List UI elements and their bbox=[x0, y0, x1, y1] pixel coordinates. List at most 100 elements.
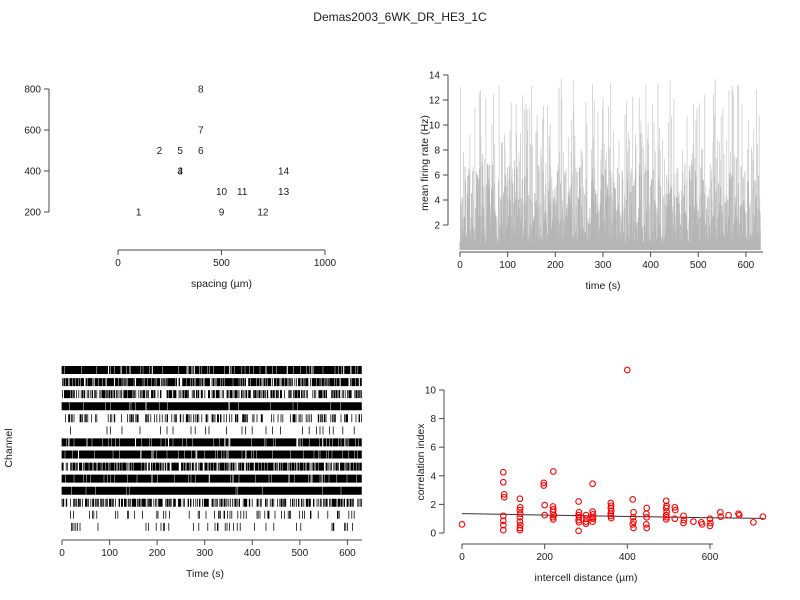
svg-text:time (s): time (s) bbox=[586, 280, 621, 292]
data-point bbox=[716, 508, 724, 516]
svg-text:500: 500 bbox=[690, 260, 707, 271]
data-point bbox=[629, 521, 637, 528]
panel-mean-firing-rate: 2 4 6 8 10 12 14 0 100 200 300 400 500 600 time (s) mea… bbox=[419, 71, 763, 292]
svg-text:0: 0 bbox=[59, 548, 65, 559]
svg-text:14: 14 bbox=[278, 167, 290, 178]
svg-text:4: 4 bbox=[430, 471, 436, 482]
data-point bbox=[541, 501, 549, 509]
svg-text:600: 600 bbox=[702, 552, 719, 563]
data-point bbox=[589, 511, 597, 518]
raster-row bbox=[61, 402, 362, 411]
data-point bbox=[516, 503, 524, 511]
svg-text:6: 6 bbox=[430, 443, 436, 454]
svg-text:7: 7 bbox=[198, 126, 204, 137]
data-point bbox=[643, 513, 651, 521]
data-point bbox=[629, 513, 637, 521]
data-point bbox=[575, 527, 582, 535]
data-point bbox=[540, 482, 548, 489]
data-point bbox=[759, 513, 767, 520]
raster-row bbox=[62, 378, 362, 387]
svg-text:0: 0 bbox=[459, 552, 465, 563]
data-point bbox=[516, 518, 524, 525]
svg-text:0: 0 bbox=[430, 529, 436, 540]
raster-row bbox=[61, 438, 362, 447]
svg-text:5: 5 bbox=[177, 146, 183, 157]
data-point bbox=[516, 510, 524, 518]
svg-text:14: 14 bbox=[429, 71, 441, 82]
svg-text:0: 0 bbox=[115, 258, 121, 269]
data-point bbox=[499, 478, 507, 486]
raster-row bbox=[61, 366, 362, 374]
data-point bbox=[750, 518, 757, 526]
raster-row bbox=[70, 426, 355, 435]
svg-text:10: 10 bbox=[429, 121, 441, 132]
figure-title: Demas2003_6WK_DR_HE3_1C bbox=[313, 10, 487, 24]
panel-correlation-index: 0 2 4 6 8 10 0 200 400 600 intercell distance (µm)… bbox=[415, 366, 767, 584]
svg-text:0: 0 bbox=[457, 260, 463, 271]
svg-text:300: 300 bbox=[196, 548, 213, 559]
data-point bbox=[540, 479, 548, 487]
data-point bbox=[707, 519, 714, 527]
svg-text:600: 600 bbox=[339, 548, 356, 559]
svg-text:Channel: Channel bbox=[3, 428, 15, 467]
svg-text:500: 500 bbox=[213, 258, 230, 269]
data-point bbox=[671, 515, 679, 523]
svg-text:8: 8 bbox=[198, 85, 204, 96]
data-point bbox=[575, 513, 583, 521]
svg-text:400: 400 bbox=[24, 167, 41, 178]
data-point bbox=[706, 522, 714, 530]
svg-text:13: 13 bbox=[278, 187, 290, 198]
svg-text:800: 800 bbox=[24, 85, 41, 96]
raster-row bbox=[61, 486, 362, 495]
panel-spike-raster: 0 100 200 300 400 500 600 Time (s) Channel bbox=[3, 366, 362, 580]
data-point bbox=[630, 524, 637, 532]
svg-text:4: 4 bbox=[177, 167, 183, 178]
data-point bbox=[680, 512, 687, 520]
data-point bbox=[717, 513, 725, 520]
data-point bbox=[698, 521, 706, 528]
svg-text:8: 8 bbox=[434, 146, 440, 157]
svg-text:12: 12 bbox=[257, 208, 269, 219]
data-point bbox=[690, 518, 697, 525]
svg-text:6: 6 bbox=[198, 146, 204, 157]
data-point bbox=[607, 514, 615, 522]
svg-text:200: 200 bbox=[24, 208, 41, 219]
svg-text:2: 2 bbox=[430, 500, 436, 511]
svg-text:400: 400 bbox=[244, 548, 261, 559]
raster-row bbox=[61, 498, 362, 507]
svg-text:1000: 1000 bbox=[314, 258, 337, 269]
svg-text:200: 200 bbox=[149, 548, 166, 559]
data-point bbox=[499, 517, 507, 525]
fit-line bbox=[461, 513, 764, 519]
svg-text:3: 3 bbox=[177, 167, 183, 178]
data-point bbox=[499, 526, 507, 534]
data-point bbox=[671, 503, 679, 511]
svg-text:400: 400 bbox=[642, 260, 659, 271]
data-point bbox=[607, 499, 615, 507]
data-point bbox=[630, 518, 637, 525]
svg-text:11: 11 bbox=[237, 187, 248, 198]
data-point bbox=[516, 495, 524, 503]
svg-text:1: 1 bbox=[136, 208, 142, 219]
data-point bbox=[662, 497, 670, 505]
svg-text:400: 400 bbox=[619, 552, 636, 563]
data-point bbox=[575, 518, 583, 526]
data-point bbox=[575, 508, 583, 516]
svg-text:100: 100 bbox=[101, 548, 118, 559]
data-point bbox=[516, 524, 524, 532]
data-point bbox=[582, 518, 590, 525]
svg-text:2: 2 bbox=[434, 221, 440, 232]
data-point bbox=[500, 493, 508, 501]
svg-text:200: 200 bbox=[536, 552, 553, 563]
svg-text:10: 10 bbox=[216, 187, 228, 198]
data-point bbox=[706, 515, 714, 523]
svg-text:9: 9 bbox=[219, 208, 225, 219]
raster-row bbox=[65, 414, 362, 423]
raster-row bbox=[71, 522, 353, 531]
data-point bbox=[629, 496, 637, 503]
data-point bbox=[662, 516, 670, 523]
data-point bbox=[458, 521, 466, 528]
